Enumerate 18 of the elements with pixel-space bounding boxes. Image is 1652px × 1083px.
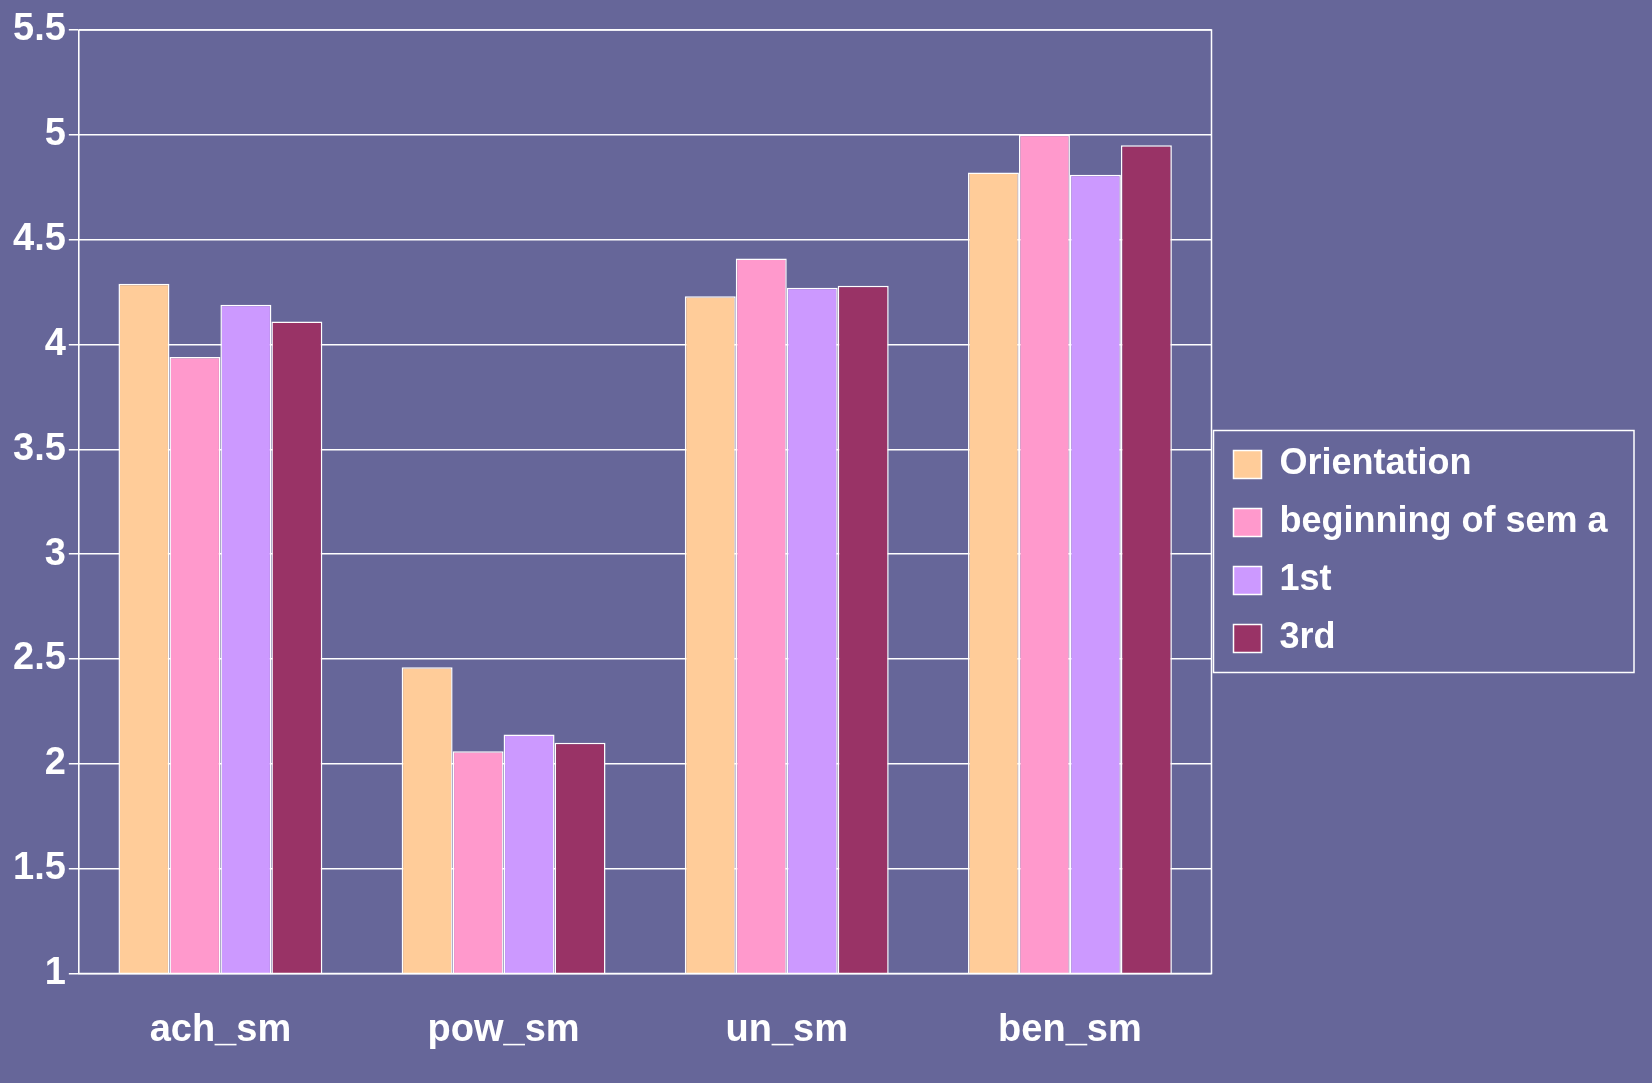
y-tick-label: 4.5 (13, 216, 66, 259)
x-tick-label: pow_sm (427, 1006, 580, 1049)
y-tick-label: 5.5 (13, 6, 66, 49)
y-tick-label: 4 (44, 320, 66, 363)
legend-label: 3rd (1279, 615, 1336, 657)
y-tick-label: 2 (44, 740, 66, 783)
x-tick-label: un_sm (725, 1006, 848, 1049)
legend-label: Orientation (1279, 441, 1472, 483)
x-tick-label: ben_sm (998, 1006, 1142, 1049)
x-tick-label: ach_sm (149, 1006, 292, 1049)
y-tick-label: 1.5 (13, 845, 66, 888)
legend-label: 1st (1279, 557, 1332, 599)
y-tick-label: 2.5 (13, 635, 66, 678)
y-tick-label: 3 (44, 530, 66, 573)
y-tick-label: 3.5 (13, 425, 66, 468)
y-tick-label: 1 (44, 949, 66, 992)
legend-label: beginning of sem a (1279, 499, 1609, 541)
y-tick-label: 5 (44, 111, 66, 154)
